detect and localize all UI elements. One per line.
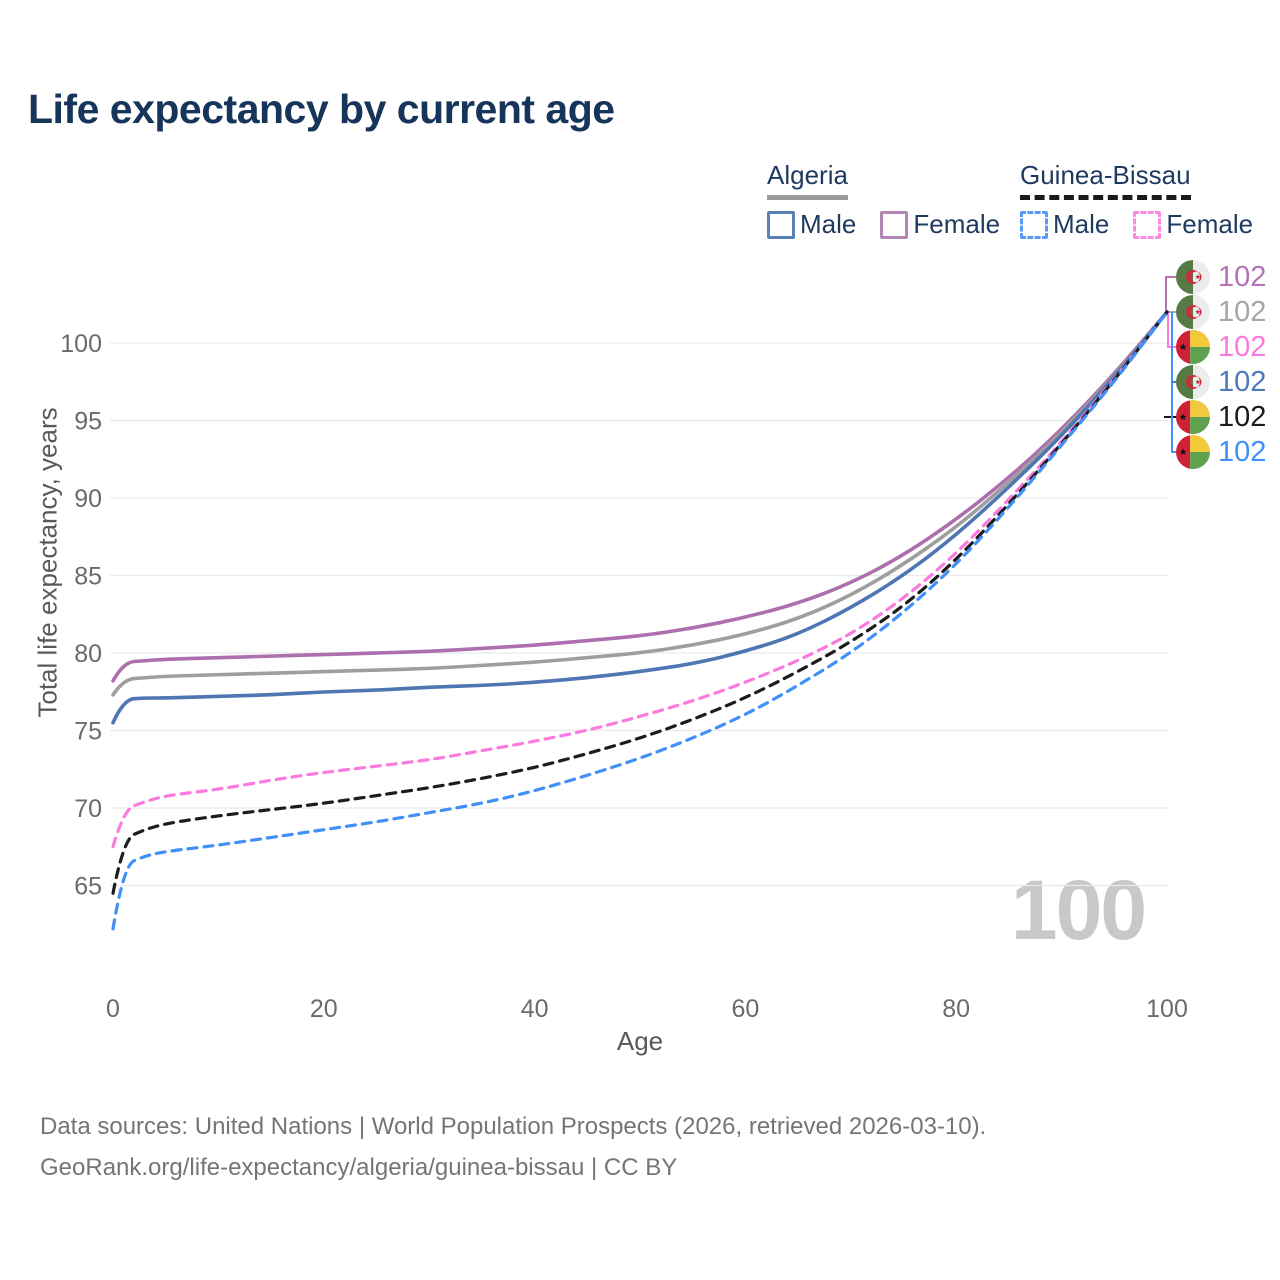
series-line-guinea-bissau-male[interactable] — [111, 310, 1169, 931]
y-tick-label: 100 — [60, 330, 102, 358]
legend-item-label: Female — [1166, 209, 1254, 239]
guinea-bissau-female-swatch-icon — [1133, 210, 1162, 239]
end-label-value: 102 — [1218, 260, 1267, 293]
end-label-row[interactable]: 102 — [1176, 295, 1266, 329]
footer-data-sources: Data sources: United Nations | World Pop… — [40, 1113, 987, 1140]
y-tick-label: 70 — [74, 795, 102, 823]
legend-country-algeria[interactable]: Algeria — [767, 160, 848, 200]
algeria-flag-icon — [1176, 260, 1210, 294]
series-line-guinea-bissau-female[interactable] — [111, 310, 1169, 849]
end-label-value: 102 — [1218, 435, 1267, 468]
x-tick-label: 60 — [731, 995, 759, 1023]
y-tick-label: 80 — [74, 640, 102, 668]
series-line-algeria-female[interactable] — [111, 310, 1169, 683]
series-line-algeria-both-sexes[interactable] — [111, 310, 1169, 697]
legend-item-guinea-bissau-male[interactable]: Male — [1020, 209, 1109, 240]
series-line-algeria-male[interactable] — [111, 310, 1169, 725]
end-label-connector — [1165, 276, 1178, 312]
legend-item-label: Male — [1053, 209, 1110, 239]
end-label-value: 102 — [1218, 295, 1267, 328]
end-label-value: 102 — [1218, 400, 1267, 433]
y-axis-title: Total life expectancy, years — [32, 407, 63, 718]
algeria-flag-icon — [1176, 365, 1210, 399]
end-label-row[interactable]: 102 — [1176, 435, 1266, 469]
legend-item-guinea-bissau-female[interactable]: Female — [1133, 209, 1253, 240]
legend-item-algeria-male[interactable]: Male — [767, 209, 856, 240]
guinea-bissau-flag-icon — [1176, 330, 1210, 364]
end-label-row[interactable]: 102 — [1176, 400, 1266, 434]
x-tick-label: 20 — [310, 995, 338, 1023]
y-tick-label: 65 — [74, 873, 102, 901]
footer-attribution: GeoRank.org/life-expectancy/algeria/guin… — [40, 1154, 678, 1181]
y-tick-label: 95 — [74, 408, 102, 436]
algeria-male-swatch-icon — [767, 210, 795, 239]
end-label-value: 102 — [1218, 365, 1267, 398]
y-tick-label: 75 — [74, 718, 102, 746]
end-label-row[interactable]: 102 — [1176, 330, 1266, 364]
y-tick-label: 85 — [74, 563, 102, 591]
legend-item-label: Female — [913, 209, 1001, 239]
legend-item-algeria-female[interactable]: Female — [880, 209, 1000, 240]
end-label-value: 102 — [1218, 330, 1267, 363]
guinea-bissau-flag-icon — [1176, 400, 1210, 434]
algeria-female-swatch-icon — [880, 210, 909, 239]
end-label-row[interactable]: 102 — [1176, 260, 1266, 294]
end-label-row[interactable]: 102 — [1176, 365, 1266, 399]
legend-group-guinea-bissau: Guinea-Bissau Male Female — [1020, 160, 1253, 240]
legend-group-algeria: Algeria Male Female — [767, 160, 1000, 240]
x-tick-label: 100 — [1146, 995, 1188, 1023]
y-tick-label: 90 — [74, 485, 102, 513]
algeria-flag-icon — [1176, 295, 1210, 329]
end-label-connector — [1167, 312, 1178, 348]
x-axis-title: Age — [616, 1026, 664, 1056]
series-line-guinea-bissau-both-sexes[interactable] — [111, 310, 1169, 895]
age-watermark: 100 — [1010, 863, 1147, 957]
legend-country-guinea-bissau[interactable]: Guinea-Bissau — [1020, 160, 1191, 200]
legend-item-label: Male — [800, 209, 857, 239]
page-title: Life expectancy by current age — [28, 86, 615, 132]
x-tick-label: 0 — [106, 995, 120, 1023]
x-tick-label: 40 — [521, 995, 549, 1023]
guinea-bissau-male-swatch-icon — [1020, 210, 1048, 239]
footer: Data sources: United Nations | World Pop… — [40, 1106, 986, 1188]
guinea-bissau-flag-icon — [1176, 435, 1210, 469]
x-tick-label: 80 — [942, 995, 970, 1023]
